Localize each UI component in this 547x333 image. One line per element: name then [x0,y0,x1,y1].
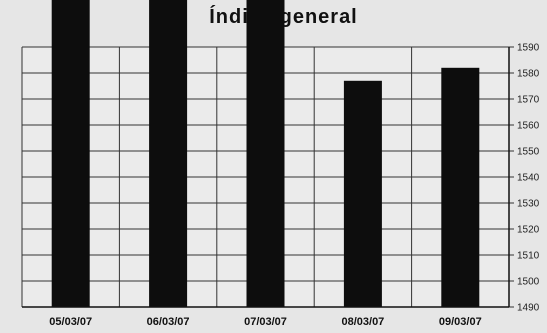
bar [51,0,90,307]
x-tick-label: 06/03/07 [147,316,190,328]
bar [246,0,285,307]
y-tick-label: 1540 [517,173,540,184]
y-tick-label: 1490 [517,303,540,314]
y-tick-label: 1500 [517,277,540,288]
y-tick-label: 1520 [517,225,540,236]
y-tick-label: 1550 [517,147,540,158]
y-tick-label: 1510 [517,251,540,262]
bar [343,80,382,307]
x-tick-label: 07/03/07 [244,316,287,328]
y-tick-label: 1530 [517,199,540,210]
y-tick-label: 1580 [517,69,540,80]
y-tick-label: 1570 [517,95,540,106]
bar [149,0,188,307]
y-tick-label: 1590 [517,43,540,54]
x-tick-label: 05/03/07 [49,316,92,328]
y-tick-label: 1560 [517,121,540,132]
x-tick-label: 09/03/07 [439,316,482,328]
bar [441,67,480,307]
x-tick-label: 08/03/07 [341,316,384,328]
